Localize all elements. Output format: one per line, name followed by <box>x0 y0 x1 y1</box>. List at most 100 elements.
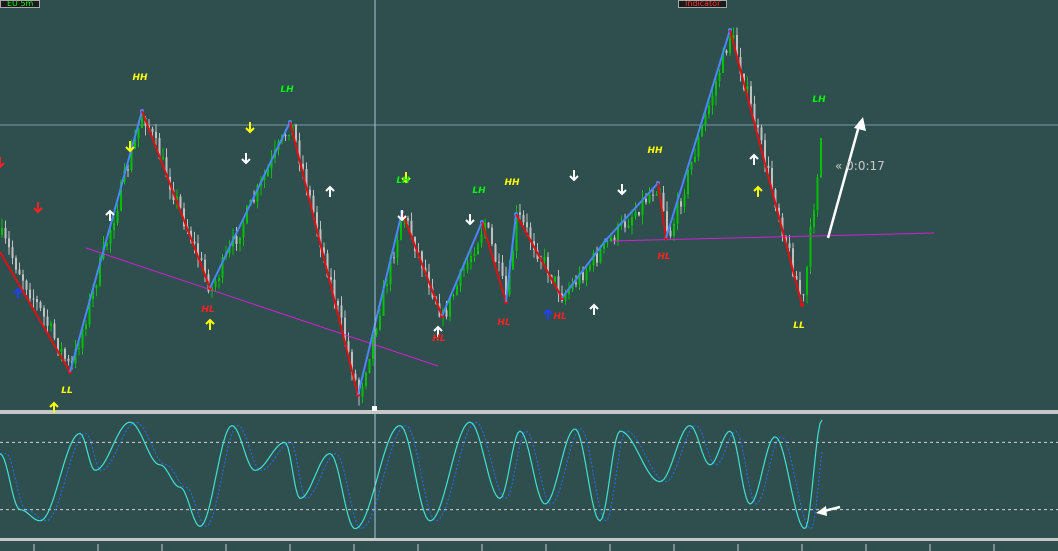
candle <box>729 36 731 56</box>
swing-label: LH <box>472 186 486 196</box>
candle <box>694 148 696 163</box>
candle-body <box>365 372 367 387</box>
candle-body <box>687 169 689 195</box>
zigzag-segment <box>0 251 71 373</box>
candle <box>522 210 525 226</box>
candle <box>113 213 115 239</box>
candle <box>64 347 66 363</box>
arrow-down-icon <box>569 170 579 182</box>
candle-body <box>1 227 3 235</box>
candle <box>746 76 749 95</box>
arrow-head <box>401 177 411 184</box>
candle <box>85 320 87 337</box>
candle <box>634 202 637 220</box>
candle <box>400 221 402 241</box>
candle-body <box>470 256 472 263</box>
arrow-head <box>241 158 251 165</box>
swing-label: HH <box>647 146 663 156</box>
candle-body <box>750 86 752 104</box>
arrow-head <box>125 146 135 153</box>
candle <box>340 296 343 326</box>
candle <box>288 134 290 141</box>
candle-body <box>585 270 588 281</box>
candle-body <box>200 258 203 260</box>
candle-body <box>375 329 378 335</box>
candle-body <box>557 276 560 294</box>
candle-body <box>445 310 448 317</box>
candle <box>673 218 675 241</box>
candle-body <box>498 261 500 263</box>
candle-body <box>512 250 514 270</box>
candle-body <box>417 251 420 253</box>
crosshair[interactable] <box>372 0 377 538</box>
arrow-head <box>33 207 43 214</box>
zigzag-segment <box>69 110 143 373</box>
candle-body <box>340 305 343 318</box>
signal-arrows <box>0 122 763 413</box>
candle-body <box>319 229 322 248</box>
candle-body <box>372 334 374 359</box>
zigzag-segment <box>605 182 659 241</box>
candle-body <box>4 227 7 239</box>
candle-body <box>134 138 136 149</box>
candle-body <box>526 222 528 228</box>
candle-body <box>50 323 52 326</box>
candle-body <box>15 257 17 270</box>
candle <box>757 118 759 135</box>
candle-body <box>351 351 353 374</box>
arrow-up-icon <box>13 287 23 299</box>
zigzag-segment <box>401 211 443 317</box>
candle <box>32 289 35 309</box>
candle-body <box>22 274 24 281</box>
candle-body <box>204 259 206 275</box>
candle <box>711 86 714 115</box>
candle-body <box>88 299 91 325</box>
candle-body <box>302 163 304 170</box>
candle-body <box>176 196 178 201</box>
trendline-descending <box>85 247 439 367</box>
candle <box>78 341 80 356</box>
candle-body <box>732 35 735 39</box>
candle-body <box>778 207 780 218</box>
candle-body <box>410 220 413 237</box>
candle <box>183 202 185 230</box>
candle-body <box>680 201 682 207</box>
candle-body <box>589 265 591 271</box>
candle-body <box>424 267 427 272</box>
annotation-arrowhead-oscillator <box>816 506 827 516</box>
candle-body <box>704 114 707 126</box>
candle-body <box>78 347 80 350</box>
candle-body <box>452 295 455 297</box>
candle <box>561 285 563 303</box>
candle-body <box>617 224 619 242</box>
arrow-head <box>105 209 115 216</box>
candle <box>162 148 164 161</box>
candle-body <box>456 285 458 296</box>
candle-body <box>806 266 808 296</box>
swing-label: LL <box>793 321 805 331</box>
indicator-tag[interactable]: Indicator <box>678 0 728 8</box>
candle <box>95 284 98 297</box>
candle-body <box>785 236 787 244</box>
candle-body <box>74 349 77 364</box>
candle-body <box>64 348 66 359</box>
candle-body <box>715 81 717 96</box>
candle-body <box>473 254 476 257</box>
annotation-arrow-price <box>826 121 862 239</box>
arrow-down-icon <box>397 210 407 222</box>
candle-body <box>757 124 759 128</box>
candle-body <box>193 241 196 244</box>
candle <box>704 110 707 132</box>
candle <box>246 204 248 225</box>
candle-body <box>60 348 63 353</box>
candle <box>351 349 353 381</box>
swing-label: HL <box>201 305 215 315</box>
candle <box>46 309 49 335</box>
annotation-arrowhead-price <box>854 117 866 131</box>
candle-body <box>729 38 731 54</box>
candle <box>606 240 609 248</box>
symbol-tag[interactable]: EU 5m <box>0 0 41 8</box>
arrow-up-icon <box>543 308 553 320</box>
